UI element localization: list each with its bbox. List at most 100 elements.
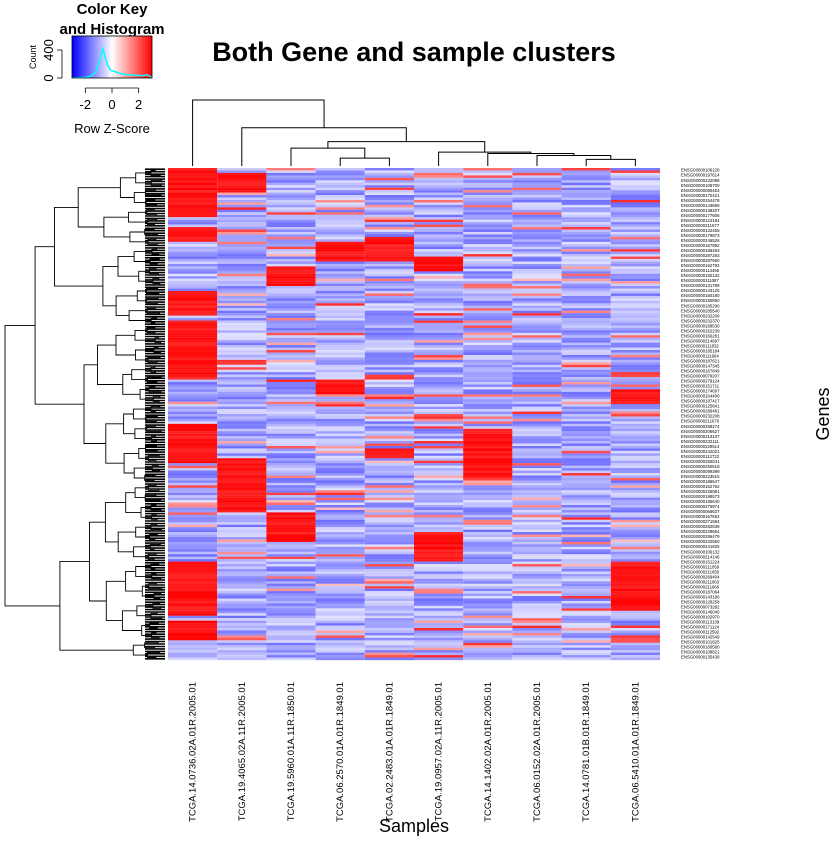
heatmap-cell bbox=[512, 573, 562, 577]
heatmap-cell bbox=[561, 278, 611, 282]
heatmap-cell bbox=[266, 305, 316, 309]
heatmap-cell bbox=[414, 436, 464, 439]
heatmap-cell bbox=[315, 628, 365, 631]
heatmap-cell bbox=[168, 384, 218, 388]
heatmap-cell bbox=[561, 578, 611, 582]
heatmap-cell bbox=[168, 389, 218, 393]
heatmap-cell bbox=[610, 637, 660, 641]
heatmap-cell bbox=[512, 497, 562, 501]
heatmap-cell bbox=[315, 295, 365, 299]
gene-label: ENSG00000211650 bbox=[681, 569, 720, 574]
heatmap-cell bbox=[364, 401, 414, 405]
heatmap-cell bbox=[610, 620, 660, 624]
heatmap-cell bbox=[217, 453, 267, 456]
heatmap-cell bbox=[217, 490, 267, 493]
heatmap-cell bbox=[364, 335, 414, 338]
heatmap-cell bbox=[512, 546, 562, 550]
heatmap-cell bbox=[561, 625, 611, 629]
heatmap-cell bbox=[463, 251, 513, 255]
heatmap-cell bbox=[217, 177, 267, 181]
color-key-density-line bbox=[72, 45, 152, 78]
heatmap-cell bbox=[168, 330, 218, 333]
heatmap-cell bbox=[217, 431, 267, 434]
heatmap-cell bbox=[266, 177, 316, 181]
heatmap-cell bbox=[364, 613, 414, 616]
heatmap-cell bbox=[512, 185, 562, 188]
heatmap-cell bbox=[266, 539, 316, 543]
heatmap-cell bbox=[463, 283, 513, 287]
heatmap-cell bbox=[414, 271, 464, 274]
heatmap-cell bbox=[512, 507, 562, 511]
heatmap-cell bbox=[266, 322, 316, 326]
heatmap-cell bbox=[364, 655, 414, 658]
heatmap-cell bbox=[217, 534, 267, 538]
heatmap-cell bbox=[561, 367, 611, 370]
heatmap-cell bbox=[414, 576, 464, 579]
heatmap-cell bbox=[266, 487, 316, 491]
heatmap-cell bbox=[364, 524, 414, 528]
heatmap-cell bbox=[610, 529, 660, 533]
heatmap-cell bbox=[266, 236, 316, 240]
heatmap-cell bbox=[463, 544, 513, 547]
heatmap-cell bbox=[610, 509, 660, 513]
heatmap-cell bbox=[610, 217, 660, 220]
heatmap-cell bbox=[610, 168, 660, 171]
heatmap-cell bbox=[414, 399, 464, 402]
heatmap-cell bbox=[610, 396, 660, 400]
heatmap-cell bbox=[266, 195, 316, 198]
heatmap-cell bbox=[463, 625, 513, 629]
heatmap-cell bbox=[512, 438, 562, 442]
heatmap-cell bbox=[217, 372, 267, 375]
heatmap-cell bbox=[315, 509, 365, 513]
heatmap-cell bbox=[463, 428, 513, 432]
heatmap-cell bbox=[315, 244, 365, 247]
heatmap-cell bbox=[463, 291, 513, 294]
heatmap-cell bbox=[266, 359, 316, 363]
heatmap-cell bbox=[512, 170, 562, 174]
heatmap-cell bbox=[315, 460, 365, 464]
heatmap-cell bbox=[463, 212, 513, 215]
heatmap-cell bbox=[217, 581, 267, 584]
heatmap-cell bbox=[315, 529, 365, 533]
heatmap-cell bbox=[610, 293, 660, 297]
heatmap-cell bbox=[463, 273, 513, 277]
heatmap-cell bbox=[561, 485, 611, 488]
heatmap-cell bbox=[414, 564, 464, 567]
heatmap-cell bbox=[414, 509, 464, 513]
heatmap-cell bbox=[168, 519, 218, 523]
heatmap-cell bbox=[217, 549, 267, 552]
heatmap-cell bbox=[414, 458, 464, 461]
heatmap-cell bbox=[561, 202, 611, 206]
heatmap-cell bbox=[168, 655, 218, 658]
heatmap-cell bbox=[561, 445, 611, 449]
heatmap-cell bbox=[610, 276, 660, 279]
heatmap-cell bbox=[364, 495, 414, 498]
heatmap-cell bbox=[217, 219, 267, 223]
heatmap-cell bbox=[610, 175, 660, 178]
heatmap-cell bbox=[168, 234, 218, 238]
heatmap-cell bbox=[168, 514, 218, 518]
heatmap-cell bbox=[315, 234, 365, 238]
heatmap-cell bbox=[364, 204, 414, 208]
heatmap-cell bbox=[168, 379, 218, 383]
heatmap-cell bbox=[512, 263, 562, 267]
heatmap-cell bbox=[610, 544, 660, 547]
heatmap-cell bbox=[266, 477, 316, 481]
color-key-xlabel: Row Z-Score bbox=[74, 121, 150, 136]
heatmap-cell bbox=[414, 246, 464, 250]
heatmap-cell bbox=[561, 470, 611, 474]
heatmap-cell bbox=[266, 549, 316, 552]
heatmap-cell bbox=[463, 485, 513, 488]
heatmap-cell bbox=[168, 278, 218, 282]
heatmap-cell bbox=[414, 261, 464, 265]
heatmap-cell bbox=[168, 318, 218, 321]
heatmap-cell bbox=[512, 502, 562, 506]
heatmap-cell bbox=[463, 605, 513, 609]
heatmap-cell bbox=[414, 534, 464, 538]
heatmap-cell bbox=[168, 465, 218, 469]
heatmap-cell bbox=[315, 251, 365, 255]
heatmap-cell bbox=[463, 620, 513, 624]
heatmap-cell bbox=[168, 364, 218, 368]
heatmap-cell bbox=[512, 600, 562, 604]
heatmap-cell bbox=[610, 490, 660, 493]
